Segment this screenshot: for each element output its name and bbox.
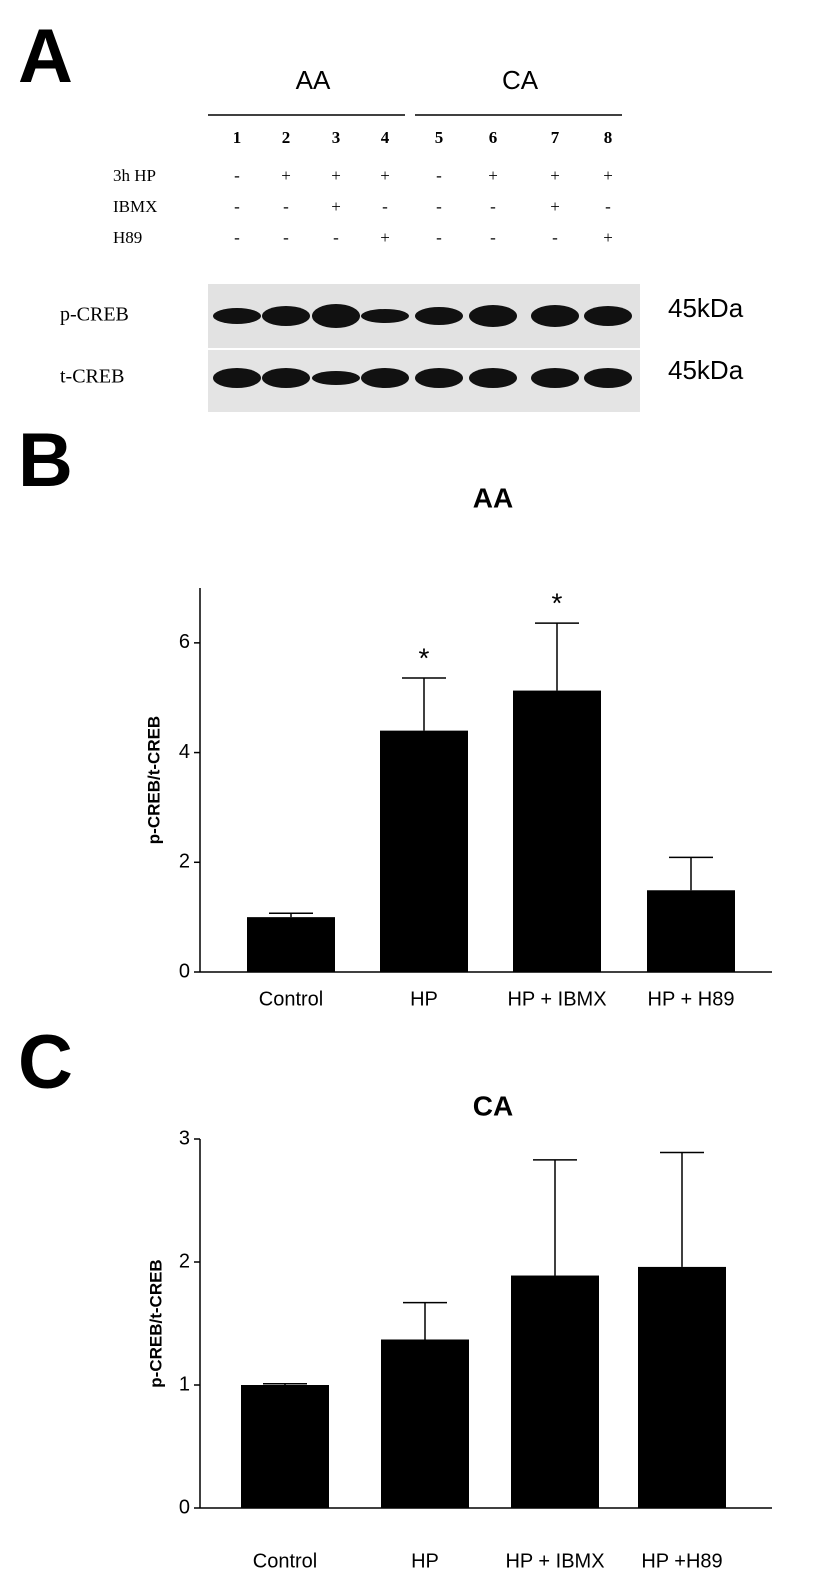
y-tick-label: 3	[179, 1127, 190, 1149]
y-axis-label: p-CREB/t-CREB	[144, 716, 163, 844]
chart-title: AA	[473, 482, 513, 513]
band	[531, 368, 579, 388]
condition-mark: +	[603, 166, 613, 185]
band	[312, 304, 360, 328]
y-tick-label: 2	[179, 1250, 190, 1272]
significance: *	[552, 587, 563, 618]
band	[415, 307, 463, 325]
band	[584, 368, 632, 388]
condition-mark: -	[436, 197, 442, 216]
band	[361, 368, 409, 388]
condition-mark: +	[380, 166, 390, 185]
x-tick-label: Control	[259, 988, 323, 1010]
y-tick-label: 0	[179, 960, 190, 982]
lane-number: 7	[551, 128, 560, 147]
condition-mark: -	[490, 197, 496, 216]
y-tick-label: 1	[179, 1373, 190, 1395]
band	[213, 308, 261, 324]
lane-number: 2	[282, 128, 291, 147]
x-tick-label: HP +H89	[641, 1550, 722, 1572]
condition-mark: +	[488, 166, 498, 185]
band	[361, 309, 409, 323]
condition-mark: -	[436, 228, 442, 247]
panel-label: A	[18, 14, 73, 99]
condition-mark: -	[234, 197, 240, 216]
bar	[513, 690, 601, 972]
condition-mark: -	[234, 228, 240, 247]
group-label: CA	[502, 65, 539, 95]
condition-mark: +	[331, 197, 341, 216]
x-tick-label: Control	[253, 1550, 317, 1572]
condition-name: H89	[113, 228, 142, 247]
condition-mark: +	[331, 166, 341, 185]
group-label: AA	[296, 65, 331, 95]
y-tick-label: 6	[179, 631, 190, 653]
band	[584, 306, 632, 326]
condition-mark: -	[234, 166, 240, 185]
condition-mark: +	[603, 228, 613, 247]
band	[415, 368, 463, 388]
chart-title: CA	[473, 1090, 513, 1121]
condition-mark: -	[436, 166, 442, 185]
y-axis-label: p-CREB/t-CREB	[146, 1259, 165, 1387]
lane-number: 4	[381, 128, 390, 147]
band	[312, 371, 360, 385]
y-tick-label: 2	[179, 851, 190, 873]
lane-number: 8	[604, 128, 613, 147]
condition-mark: +	[281, 166, 291, 185]
condition-mark: -	[382, 197, 388, 216]
condition-mark: -	[605, 197, 611, 216]
condition-mark: -	[283, 197, 289, 216]
bar	[380, 730, 468, 972]
band	[469, 368, 517, 388]
panel-label: B	[18, 418, 73, 503]
bar	[247, 917, 335, 972]
condition-mark: -	[283, 228, 289, 247]
lane-number: 5	[435, 128, 444, 147]
x-tick-label: HP + H89	[648, 988, 735, 1010]
band-name: t-CREB	[60, 366, 124, 388]
band-size: 45kDa	[668, 293, 744, 323]
x-tick-label: HP + IBMX	[505, 1550, 604, 1572]
condition-name: IBMX	[113, 197, 157, 216]
band-name: p-CREB	[60, 304, 129, 326]
significance: *	[419, 642, 430, 673]
x-tick-label: HP + IBMX	[507, 988, 606, 1010]
band-size: 45kDa	[668, 355, 744, 385]
lane-number: 6	[489, 128, 498, 147]
condition-mark: +	[380, 228, 390, 247]
bar	[638, 1266, 726, 1508]
condition-mark: -	[333, 228, 339, 247]
bar	[647, 890, 735, 972]
x-tick-label: HP	[411, 1550, 439, 1572]
band	[531, 305, 579, 327]
condition-name: 3h HP	[113, 166, 156, 185]
band	[262, 306, 310, 326]
condition-mark: -	[552, 228, 558, 247]
condition-mark: -	[490, 228, 496, 247]
lane-number: 1	[233, 128, 242, 147]
bar	[511, 1275, 599, 1508]
bar	[381, 1339, 469, 1508]
band	[469, 305, 517, 327]
condition-mark: +	[550, 166, 560, 185]
x-tick-label: HP	[410, 988, 438, 1010]
lane-number: 3	[332, 128, 341, 147]
bar	[241, 1385, 329, 1508]
band	[213, 368, 261, 388]
condition-mark: +	[550, 197, 560, 216]
y-tick-label: 4	[179, 741, 190, 763]
y-tick-label: 0	[179, 1496, 190, 1518]
panel-label: C	[18, 1020, 73, 1105]
band	[262, 368, 310, 388]
